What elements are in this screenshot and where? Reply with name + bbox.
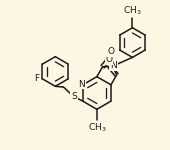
Text: S: S bbox=[71, 92, 77, 101]
Text: CH$_3$: CH$_3$ bbox=[88, 121, 106, 134]
Text: F: F bbox=[34, 74, 39, 83]
Text: CH$_3$: CH$_3$ bbox=[123, 4, 142, 17]
Text: O: O bbox=[108, 47, 115, 56]
Text: N: N bbox=[79, 80, 85, 89]
Text: O: O bbox=[105, 55, 112, 64]
Text: N: N bbox=[110, 61, 117, 70]
